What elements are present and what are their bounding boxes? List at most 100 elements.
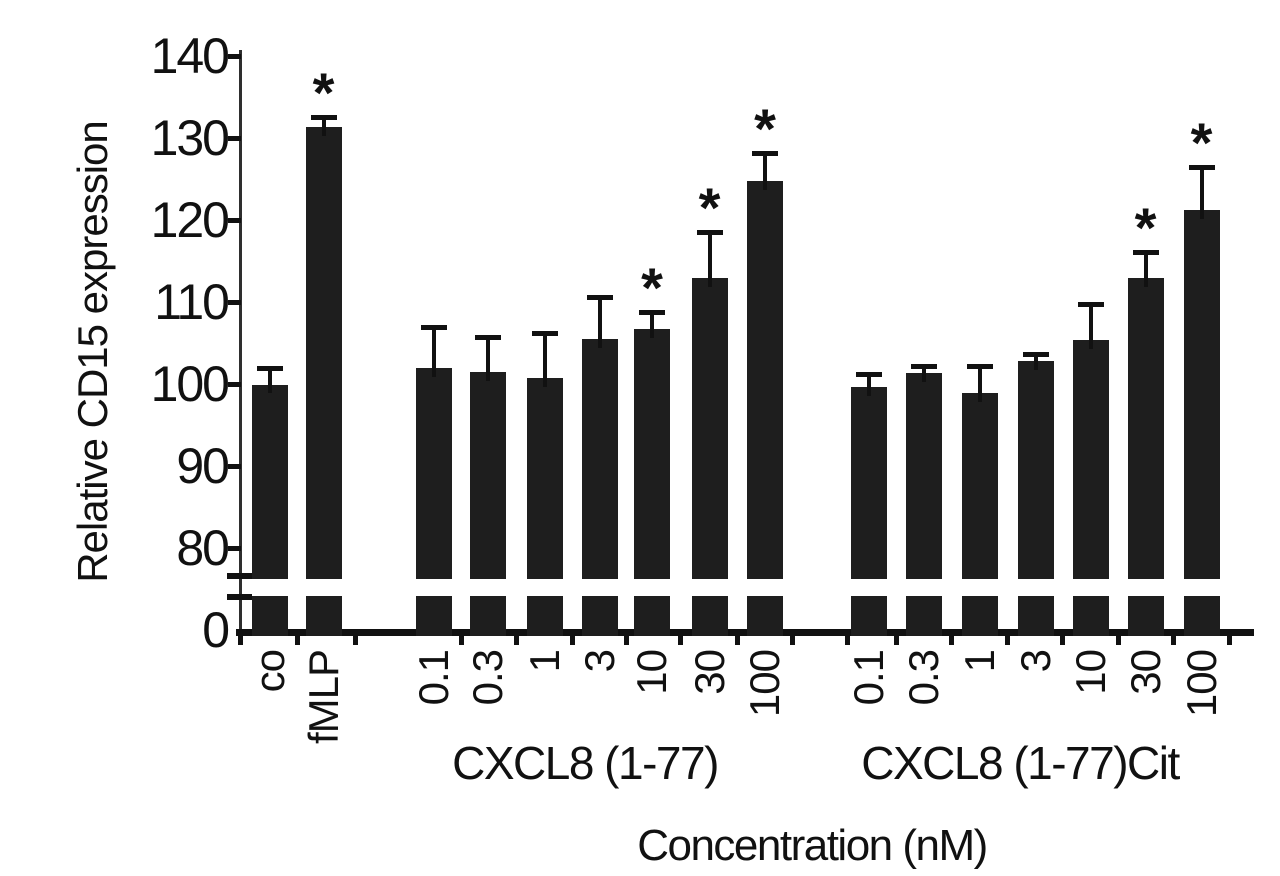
bar — [1017, 360, 1054, 579]
y-tick-label: 80 — [176, 519, 230, 576]
x-tick — [1004, 636, 1010, 645]
x-tick — [514, 636, 519, 645]
y-tick — [228, 464, 241, 469]
bar-stub — [1017, 596, 1054, 636]
error-bar-whisker — [542, 332, 547, 387]
y-tick — [228, 218, 241, 223]
error-bar-cap — [696, 229, 723, 235]
error-bar-cap — [639, 309, 665, 315]
bar — [470, 372, 506, 579]
x-tick — [949, 636, 954, 645]
bar — [747, 181, 783, 579]
y-tick-label: 140 — [150, 27, 230, 84]
x-tick — [459, 636, 464, 645]
bar-stub — [470, 596, 506, 636]
error-bar-cap — [586, 294, 613, 300]
x-tick — [1060, 636, 1065, 645]
bar-stub — [634, 596, 670, 636]
x-tick-label: 3 — [1011, 650, 1059, 673]
error-bar-cap — [1188, 165, 1215, 171]
x-tick — [294, 636, 300, 645]
x-tick-label: 1 — [955, 650, 1003, 673]
y-tick-label: 130 — [150, 109, 230, 166]
significance-marker: * — [754, 97, 776, 161]
bar-stub — [581, 596, 618, 636]
bar — [961, 392, 998, 579]
error-bar-whisker — [1088, 304, 1093, 350]
error-bar-whisker — [597, 296, 602, 349]
bar-stub — [305, 596, 342, 636]
x-tick — [844, 636, 850, 645]
y-tick-label: 90 — [176, 437, 230, 494]
bar — [416, 368, 452, 579]
bar-stub — [1183, 596, 1220, 636]
y-axis-title: Relative CD15 expression — [69, 121, 116, 583]
bar — [251, 384, 288, 579]
bar — [305, 127, 342, 579]
bar-stub — [416, 596, 452, 636]
group-label: CXCL8 (1-77) — [452, 737, 719, 789]
bar-stub — [747, 596, 783, 636]
error-bar-whisker — [1143, 252, 1148, 287]
group-label: CXCL8 (1-77)Cit — [861, 737, 1180, 789]
bar-stub — [1127, 596, 1164, 636]
x-tick — [1226, 636, 1232, 645]
error-bar-cap — [752, 151, 778, 157]
y-tick-label: 110 — [154, 273, 230, 330]
x-tick — [237, 636, 243, 645]
x-tick-label: 100 — [741, 650, 788, 718]
x-tick-label: 3 — [575, 650, 623, 673]
x-tick-label: 1 — [520, 650, 568, 673]
error-bar-whisker — [1199, 167, 1204, 219]
significance-marker: * — [698, 175, 721, 239]
error-bar-whisker — [486, 336, 490, 382]
bar — [581, 339, 618, 579]
error-bar-whisker — [922, 365, 926, 382]
error-bar-whisker — [321, 117, 326, 136]
error-bar-cap — [966, 364, 993, 370]
x-tick — [789, 636, 795, 645]
error-bar-cap — [256, 366, 283, 372]
error-bar-whisker — [650, 311, 654, 338]
error-bar-cap — [421, 325, 447, 331]
x-tick-label: 30 — [685, 650, 733, 695]
x-tick-label: 10 — [628, 650, 675, 695]
x-tick-label: 100 — [1177, 650, 1225, 718]
x-tick — [569, 636, 575, 645]
error-bar-cap — [911, 363, 937, 369]
error-bar-cap — [1077, 302, 1104, 308]
x-tick — [894, 636, 899, 645]
y-axis-line — [239, 50, 242, 631]
error-bar-cap — [1132, 250, 1159, 256]
error-bar-cap — [475, 334, 501, 340]
axis-break-mark — [227, 594, 252, 600]
x-tick-label: fMLP — [299, 650, 347, 745]
y-origin-label: 0 — [202, 602, 230, 658]
error-bar-cap — [856, 371, 882, 377]
x-tick — [623, 636, 629, 645]
bar-stub — [1072, 596, 1109, 636]
x-tick-label: 0.3 — [900, 650, 947, 706]
error-bar-whisker — [1033, 354, 1038, 370]
x-tick — [352, 636, 358, 645]
bar — [634, 328, 670, 579]
y-tick — [228, 546, 241, 551]
x-tick-label: 0.1 — [845, 650, 892, 706]
error-bar-whisker — [267, 368, 272, 394]
x-tick-label: co — [245, 650, 293, 693]
x-tick-label: 30 — [1121, 650, 1169, 695]
x-tick-label: 0.3 — [464, 650, 511, 706]
significance-marker: * — [1134, 196, 1157, 260]
bar — [526, 377, 563, 579]
error-bar-cap — [531, 330, 558, 336]
bar-stub — [961, 596, 998, 636]
y-tick — [228, 300, 241, 305]
bar — [1072, 340, 1109, 579]
bar — [906, 373, 942, 579]
error-bar-whisker — [977, 366, 982, 402]
x-tick — [678, 636, 683, 645]
bar — [691, 277, 728, 579]
error-bar-whisker — [763, 153, 767, 191]
bar-stub — [251, 596, 288, 636]
